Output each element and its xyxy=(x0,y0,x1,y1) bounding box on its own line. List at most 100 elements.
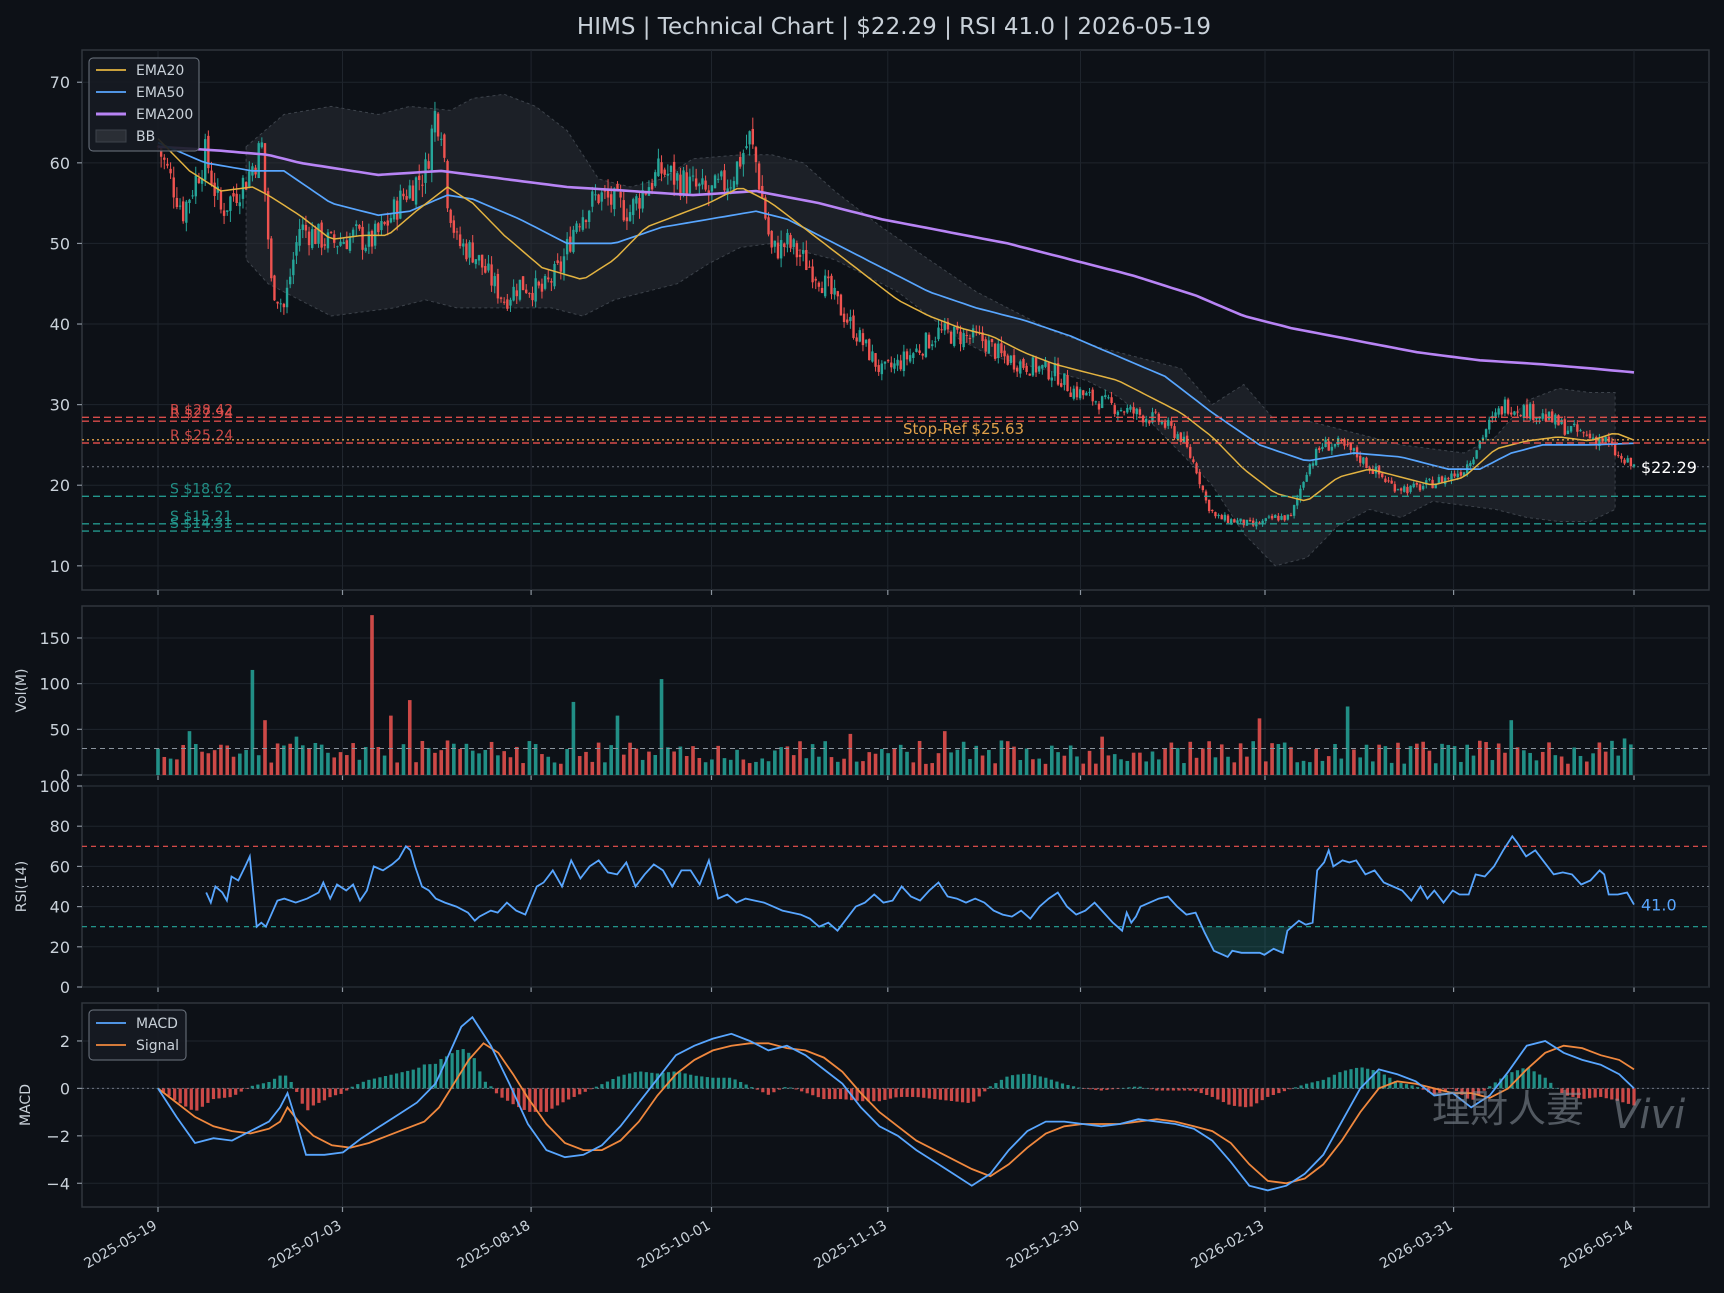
macd-histogram-bar xyxy=(161,1088,166,1093)
macd-histogram-bar xyxy=(655,1073,659,1089)
candle-body xyxy=(701,178,704,185)
macd-histogram-bar xyxy=(1499,1078,1503,1089)
macd-histogram-bar xyxy=(1027,1073,1031,1089)
candle-body xyxy=(402,193,405,197)
volume-bar xyxy=(1062,755,1067,775)
macd-histogram-bar xyxy=(228,1088,232,1098)
volume-bar xyxy=(540,754,544,775)
macd-histogram-bar xyxy=(500,1088,504,1098)
legend-label-ema50: EMA50 xyxy=(136,85,184,101)
macd-histogram-bar xyxy=(317,1088,321,1103)
macd-histogram-bar xyxy=(1271,1088,1275,1096)
candle-body xyxy=(591,191,594,207)
macd-histogram-bar xyxy=(1354,1067,1359,1089)
candle-body xyxy=(729,187,732,189)
macd-histogram-bar xyxy=(722,1077,726,1089)
volume-bar xyxy=(1081,763,1086,775)
candle-body xyxy=(1569,426,1573,432)
macd-histogram-bar xyxy=(811,1088,815,1096)
volume-bar xyxy=(666,747,670,775)
candle-body xyxy=(339,241,342,246)
candle-body xyxy=(531,292,534,301)
volume-bar xyxy=(225,745,230,775)
macd-histogram-bar xyxy=(616,1076,621,1089)
volume-bar xyxy=(905,751,909,775)
volume-bar xyxy=(1540,751,1545,775)
candle-body xyxy=(345,240,349,250)
macd-histogram-bar xyxy=(1049,1079,1053,1089)
candle-body xyxy=(971,328,975,338)
candle-body xyxy=(1333,443,1337,447)
macd-histogram-bar xyxy=(333,1088,338,1096)
volume-bar xyxy=(603,762,607,775)
volume-bar xyxy=(1471,755,1476,775)
volume-bar xyxy=(433,752,437,775)
candle-body xyxy=(1189,446,1192,458)
candle-body xyxy=(1289,514,1293,516)
candle-body xyxy=(1167,420,1170,426)
macd-histogram-bar xyxy=(389,1074,393,1089)
candle-body xyxy=(329,231,333,233)
candle-body xyxy=(949,331,953,344)
volume-bar xyxy=(628,742,632,775)
macd-histogram-bar xyxy=(217,1088,221,1099)
resistance-label: R $27.94 xyxy=(170,406,233,422)
y-tick-label: 2 xyxy=(60,1032,70,1051)
macd-histogram-bar xyxy=(1316,1081,1320,1089)
candle-body xyxy=(754,147,758,163)
candle-body xyxy=(1314,448,1318,466)
volume-bar xyxy=(1503,752,1507,775)
volume-bar xyxy=(647,751,651,775)
candle-body xyxy=(1015,367,1019,372)
volume-bar xyxy=(1213,757,1218,775)
candle-body xyxy=(229,196,232,211)
candle-body xyxy=(1104,395,1107,397)
candle-body xyxy=(351,229,355,237)
candle-body xyxy=(1220,515,1223,520)
volume-bar xyxy=(773,750,777,775)
macd-histogram-bar xyxy=(761,1088,765,1093)
volume-bar xyxy=(1326,756,1331,775)
candle-body xyxy=(502,301,506,303)
candle-body xyxy=(547,277,550,280)
volume-bar xyxy=(571,701,576,775)
candle-body xyxy=(543,276,547,289)
candle-body xyxy=(798,254,802,257)
volume-bar xyxy=(489,741,494,775)
volume-bar xyxy=(382,755,387,775)
y-tick-label: 150 xyxy=(39,629,70,648)
candle-body xyxy=(326,232,330,249)
candle-body xyxy=(1088,391,1091,393)
candle-body xyxy=(1179,432,1183,443)
macd-histogram-bar xyxy=(1099,1088,1103,1091)
candle-body xyxy=(1135,408,1138,415)
volume-bar xyxy=(307,748,311,775)
volume-bar xyxy=(1496,743,1501,775)
candle-body xyxy=(1107,397,1110,399)
candle-body xyxy=(650,182,654,190)
macd-histogram-bar xyxy=(1133,1086,1137,1089)
y-tick-label: 40 xyxy=(50,315,70,334)
candle-body xyxy=(226,210,229,212)
y-tick-label: 60 xyxy=(50,857,70,876)
candle-body xyxy=(896,359,899,366)
candle-body xyxy=(959,331,962,345)
macd-histogram-bar xyxy=(650,1072,654,1089)
candle-body xyxy=(1554,414,1557,425)
volume-bar xyxy=(552,762,557,775)
rsi-axis-label: RSI(14) xyxy=(14,861,30,912)
macd-histogram-bar xyxy=(694,1075,698,1089)
volume-bar xyxy=(999,740,1004,775)
candle-body xyxy=(383,222,386,225)
candle-body xyxy=(575,223,578,232)
volume-bar xyxy=(370,615,374,775)
candle-body xyxy=(1434,483,1437,489)
candle-body xyxy=(899,360,902,370)
candle-body xyxy=(317,223,320,244)
macd-histogram-bar xyxy=(894,1088,898,1098)
volume-bar xyxy=(269,762,274,775)
candle-body xyxy=(1129,406,1132,410)
candle-body xyxy=(1211,509,1214,512)
volume-bar xyxy=(200,751,204,775)
macd-histogram-bar xyxy=(1033,1075,1037,1089)
